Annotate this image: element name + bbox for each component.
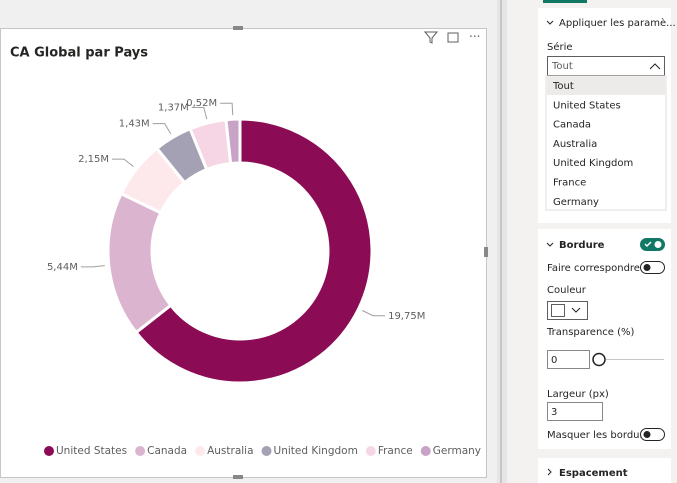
data-label: 0,52M xyxy=(186,98,217,109)
focus-icon[interactable] xyxy=(447,32,459,43)
field-label: Transparence (%) xyxy=(546,327,635,338)
data-label: 1,37M xyxy=(158,102,189,113)
slice[interactable] xyxy=(134,117,374,385)
spin-input[interactable] xyxy=(547,402,603,421)
resize-handle[interactable] xyxy=(484,247,488,257)
field-label: Couleur xyxy=(547,285,587,296)
legend-label[interactable]: United States xyxy=(56,445,127,457)
legend-label[interactable]: France xyxy=(378,445,413,457)
dropdown-option[interactable]: Australia xyxy=(553,139,597,150)
data-label: 1,43M xyxy=(119,119,150,130)
legend-label[interactable]: Germany xyxy=(433,445,481,457)
tab-indicator xyxy=(543,0,587,3)
leader-line xyxy=(80,265,105,268)
toggle-knob xyxy=(643,264,651,271)
input-value[interactable]: 0 xyxy=(551,355,557,366)
legend-marker[interactable] xyxy=(44,446,54,456)
legend-label[interactable]: Australia xyxy=(207,445,253,457)
visual-container[interactable] xyxy=(0,28,487,478)
selected-option xyxy=(547,77,665,95)
dropdown-option[interactable]: Tout xyxy=(552,81,574,92)
legend-marker[interactable] xyxy=(135,446,146,456)
slider-thumb[interactable] xyxy=(592,352,606,367)
field-label: Faire correspondre ... xyxy=(547,263,653,274)
dropdown-option[interactable]: United Kingdom xyxy=(553,158,633,169)
toggle-knob xyxy=(643,431,651,438)
leader-line xyxy=(152,123,172,135)
section-title[interactable]: Espacement xyxy=(559,468,628,479)
spin-input[interactable] xyxy=(547,350,590,369)
legend-marker[interactable] xyxy=(365,446,376,456)
section-title[interactable]: Appliquer les paramè... xyxy=(559,17,676,29)
chevron[interactable] xyxy=(546,242,554,247)
toggle-knob xyxy=(654,241,662,248)
dropdown-option[interactable]: United States xyxy=(553,100,621,111)
resize-handle[interactable] xyxy=(233,475,243,479)
leader-line xyxy=(362,310,386,317)
divider-line xyxy=(500,0,502,483)
field-label: Largeur (px) xyxy=(547,389,609,400)
leader-line xyxy=(220,102,234,116)
legend-label[interactable]: United Kingdom xyxy=(274,445,358,457)
more-icon[interactable]: ··· xyxy=(469,30,480,44)
chevron[interactable] xyxy=(547,468,552,476)
legend-marker[interactable] xyxy=(261,446,272,456)
field-label: Masquer les bordu... xyxy=(547,430,649,441)
input-value[interactable]: 3 xyxy=(551,407,557,418)
dropdown-arrow xyxy=(571,307,581,313)
dropdown-option[interactable]: France xyxy=(553,178,586,189)
chevron[interactable] xyxy=(546,20,554,25)
data-label: 5,44M xyxy=(47,262,78,273)
dropdown-option[interactable]: Canada xyxy=(553,120,591,131)
dropdown-list xyxy=(545,75,667,211)
field-label: Série xyxy=(547,41,573,53)
legend-marker[interactable] xyxy=(195,446,206,456)
data-label: 2,15M xyxy=(78,154,109,165)
data-label: 19,75M xyxy=(388,311,425,322)
dropdown-option[interactable]: Germany xyxy=(553,197,599,208)
filter-icon[interactable] xyxy=(423,31,439,44)
section-title[interactable]: Bordure xyxy=(559,240,605,251)
leader-line xyxy=(191,106,208,120)
check xyxy=(644,241,652,248)
dropdown-value[interactable]: Tout xyxy=(551,61,573,72)
legend-marker[interactable] xyxy=(420,446,431,456)
legend-label[interactable]: Canada xyxy=(147,445,187,457)
dropdown-arrow[interactable] xyxy=(649,63,661,70)
slice[interactable] xyxy=(224,117,242,166)
chart-title: CA Global par Pays xyxy=(10,46,148,61)
card xyxy=(538,458,671,483)
resize-handle[interactable] xyxy=(233,26,243,30)
leader-line xyxy=(112,158,134,167)
color-swatch xyxy=(551,304,565,317)
